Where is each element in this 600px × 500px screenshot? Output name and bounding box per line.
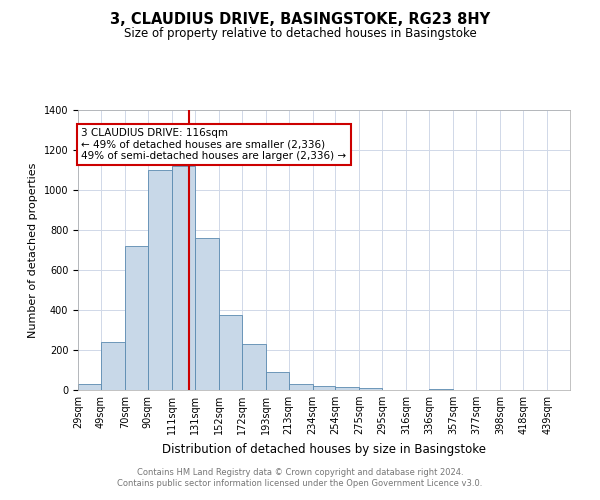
Bar [195,238,219,390]
Text: Size of property relative to detached houses in Basingstoke: Size of property relative to detached ho… [124,28,476,40]
Bar [266,372,289,390]
Bar [101,342,125,390]
Text: 3, CLAUDIUS DRIVE, BASINGSTOKE, RG23 8HY: 3, CLAUDIUS DRIVE, BASINGSTOKE, RG23 8HY [110,12,490,28]
Bar [219,315,242,390]
Text: Contains HM Land Registry data © Crown copyright and database right 2024.
Contai: Contains HM Land Registry data © Crown c… [118,468,482,487]
Y-axis label: Number of detached properties: Number of detached properties [28,162,38,338]
Bar [125,246,148,390]
Bar [148,170,172,390]
Bar [78,384,101,390]
Bar [289,384,313,390]
Bar [242,344,266,390]
Text: 3 CLAUDIUS DRIVE: 116sqm
← 49% of detached houses are smaller (2,336)
49% of sem: 3 CLAUDIUS DRIVE: 116sqm ← 49% of detach… [82,128,347,161]
Bar [172,166,195,390]
Bar [359,388,382,390]
Bar [313,386,335,390]
Bar [429,389,453,390]
Bar [335,387,359,390]
X-axis label: Distribution of detached houses by size in Basingstoke: Distribution of detached houses by size … [162,442,486,456]
